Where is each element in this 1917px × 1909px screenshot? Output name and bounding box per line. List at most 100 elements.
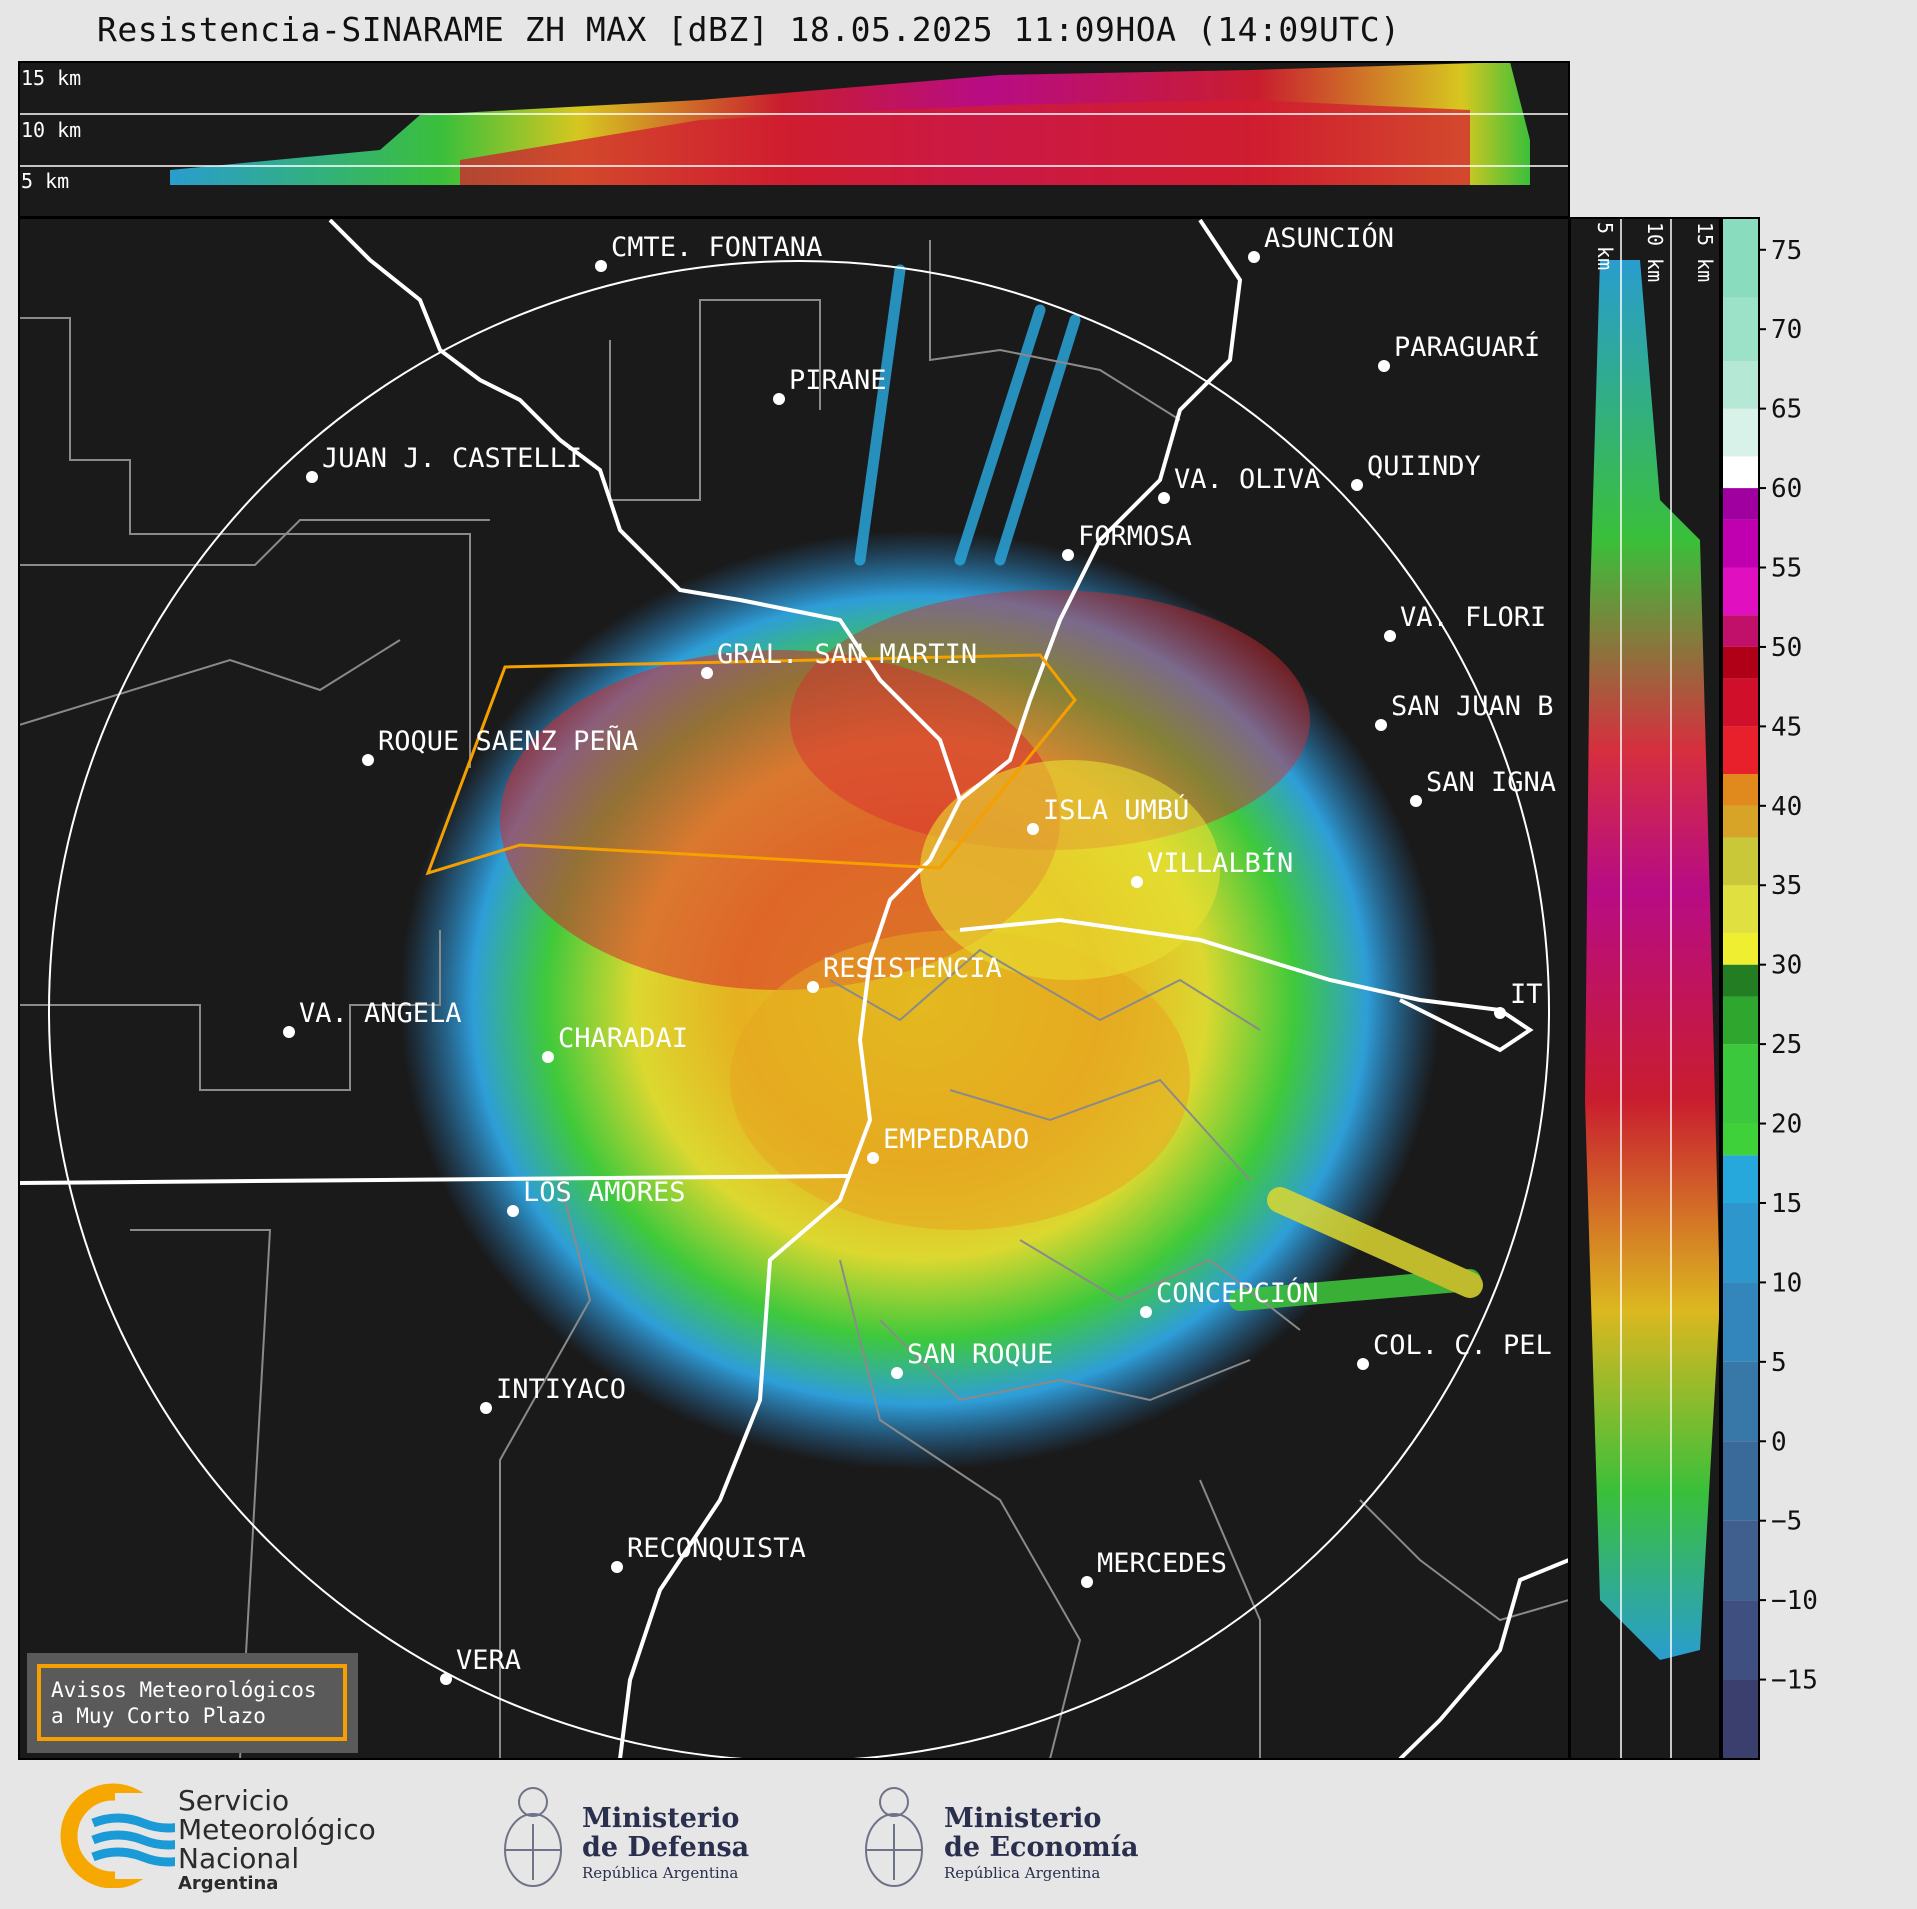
colorbar-tick-label: 15 xyxy=(1771,1189,1802,1219)
economia-line1: Ministerio xyxy=(944,1803,1102,1834)
colorbar-band xyxy=(1722,1600,1759,1680)
defensa-line3: República Argentina xyxy=(582,1864,739,1882)
place-label: EMPEDRADO xyxy=(883,1124,1029,1155)
place-marker: IT xyxy=(1494,979,1543,1019)
place-dot xyxy=(1494,1007,1506,1019)
place-dot xyxy=(1351,479,1363,491)
defensa-line1: Ministerio xyxy=(582,1803,740,1834)
range-ring xyxy=(48,260,1550,1759)
colorbar-band xyxy=(1722,1361,1759,1442)
colorbar-band xyxy=(1722,456,1759,489)
place-marker: PIRANE xyxy=(773,365,887,405)
colorbar-band xyxy=(1722,1282,1759,1362)
colorbar-tick-label: 20 xyxy=(1771,1110,1802,1140)
defensa-text: Ministerio de Defensa República Argentin… xyxy=(582,1804,749,1884)
place-marker: GRAL. SAN MARTIN xyxy=(701,639,977,679)
colorbar-band xyxy=(1722,615,1759,647)
place-marker: SAN IGNA xyxy=(1410,767,1556,807)
place-markers: CMTE. FONTANA ASUNCIÓN PARAGUARÍ PIRANE JUAN… xyxy=(283,222,1556,1685)
place-label: ASUNCIÓN xyxy=(1264,222,1394,254)
place-label: QUIINDY xyxy=(1367,451,1481,482)
smn-line1: Servicio xyxy=(178,1784,290,1817)
place-label: GRAL. SAN MARTIN xyxy=(717,639,977,670)
place-marker: FORMOSA xyxy=(1062,521,1192,561)
place-dot xyxy=(507,1205,519,1217)
warning-box-line1: Avisos Meteorológicos xyxy=(51,1678,317,1702)
place-label: FORMOSA xyxy=(1078,521,1192,552)
colorbar-tick-label: 40 xyxy=(1771,792,1802,822)
warning-box: Avisos Meteorológicos a Muy Corto Plazo xyxy=(27,1653,358,1753)
place-label: JUAN J. CASTELLI xyxy=(322,443,582,474)
place-dot xyxy=(807,981,819,993)
place-label: CMTE. FONTANA xyxy=(611,232,822,263)
place-marker: INTIYACO xyxy=(480,1374,626,1414)
place-dot xyxy=(1378,360,1390,372)
place-marker: COL. C. PEL xyxy=(1357,1330,1552,1370)
top-label-10km: 10 km xyxy=(21,118,81,142)
colorbar-band xyxy=(1722,218,1759,298)
colorbar-band xyxy=(1722,1202,1759,1283)
place-marker: VA. OLIVA xyxy=(1158,464,1320,504)
colorbar-band xyxy=(1722,1123,1759,1156)
colorbar-tick-label: 35 xyxy=(1771,871,1802,901)
place-dot xyxy=(283,1026,295,1038)
place-dot xyxy=(891,1367,903,1379)
colorbar-tick-label: 0 xyxy=(1771,1427,1787,1457)
place-label: INTIYACO xyxy=(496,1374,626,1405)
place-label: VERA xyxy=(456,1645,521,1676)
colorbar-band xyxy=(1722,360,1759,409)
colorbar-tick-label: 45 xyxy=(1771,712,1802,742)
colorbar-band xyxy=(1722,885,1759,933)
place-dot xyxy=(1375,719,1387,731)
colorbar-tick-label: 10 xyxy=(1771,1268,1802,1298)
colorbar-band xyxy=(1722,964,1759,997)
place-label: IT xyxy=(1510,979,1543,1010)
place-dot xyxy=(701,667,713,679)
place-dot xyxy=(595,260,607,272)
side-label-5km: 5 km xyxy=(1593,222,1617,270)
colorbar-tick-label: 70 xyxy=(1771,315,1802,345)
place-dot xyxy=(773,393,785,405)
place-label: VILLALBÍN xyxy=(1147,847,1293,879)
smn-line3: Nacional xyxy=(178,1842,300,1875)
place-marker: ROQUE SAENZ PEÑA xyxy=(362,725,638,766)
colorbar-tick-label: 50 xyxy=(1771,633,1802,663)
colorbar-band xyxy=(1722,297,1759,361)
place-marker: MERCEDES xyxy=(1081,1548,1227,1588)
side-label-15km: 15 km xyxy=(1693,222,1717,282)
place-label: SAN JUAN B xyxy=(1391,691,1554,722)
smn-text: Servicio Meteorológico Nacional Argentin… xyxy=(178,1786,376,1895)
place-dot xyxy=(1027,823,1039,835)
place-dot xyxy=(867,1152,879,1164)
colorbar-band xyxy=(1722,488,1759,520)
top-label-5km: 5 km xyxy=(21,169,69,193)
place-label: COL. C. PEL xyxy=(1373,1330,1552,1361)
top-label-15km: 15 km xyxy=(21,66,81,90)
place-label: PARAGUARÍ xyxy=(1394,331,1540,363)
place-marker: ASUNCIÓN xyxy=(1248,222,1394,263)
defensa-line2: de Defensa xyxy=(582,1832,750,1863)
colorbar-tick-label: −10 xyxy=(1771,1586,1818,1616)
side-cross-section: 5 km 10 km 15 km xyxy=(1570,218,1720,1759)
place-marker: VA. ANGELA xyxy=(283,998,462,1038)
place-dot xyxy=(1081,1576,1093,1588)
colorbar-tick-label: 55 xyxy=(1771,554,1802,584)
economia-line3: República Argentina xyxy=(944,1864,1101,1882)
top-cross-section: 15 km 10 km 5 km xyxy=(18,61,1570,218)
place-marker: CONCEPCIÓN xyxy=(1140,1277,1319,1318)
place-dot xyxy=(611,1561,623,1573)
colorbar-band xyxy=(1722,1155,1759,1203)
place-dot xyxy=(1384,630,1396,642)
place-label: LOS AMORES xyxy=(523,1177,686,1208)
place-marker: PARAGUARÍ xyxy=(1378,331,1540,372)
colorbar-band xyxy=(1722,726,1759,775)
colorbar-tick-label: 65 xyxy=(1771,395,1802,425)
place-marker: LOS AMORES xyxy=(507,1177,686,1217)
place-marker: EMPEDRADO xyxy=(867,1124,1029,1164)
figure-title: Resistencia-SINARAME ZH MAX [dBZ] 18.05.… xyxy=(97,10,1401,49)
place-marker: SAN JUAN B xyxy=(1375,691,1554,731)
warning-polygon xyxy=(425,653,1077,876)
place-dot xyxy=(480,1402,492,1414)
